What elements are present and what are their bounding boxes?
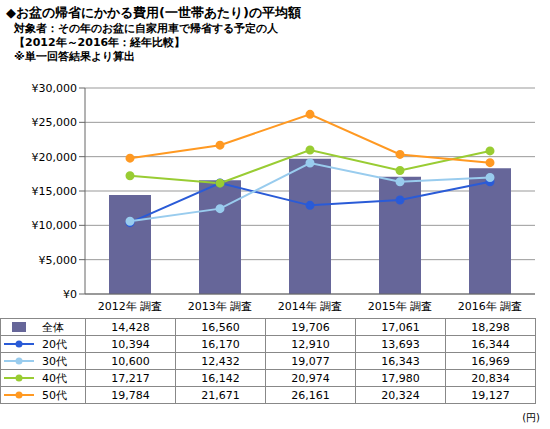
- html-text:(円): (円): [522, 412, 540, 423]
- html-text:対象者：その年のお盆に自家用車で帰省する予定の人: 対象者：その年のお盆に自家用車で帰省する予定の人: [14, 22, 278, 35]
- svg-text:¥10,000: ¥10,000: [32, 219, 78, 232]
- svg-text:¥0: ¥0: [63, 288, 77, 301]
- svg-text:2015年 調査: 2015年 調査: [368, 300, 433, 313]
- html-text:26,161: 26,161: [291, 388, 330, 402]
- svg-text:¥25,000: ¥25,000: [32, 116, 78, 129]
- html-text:20代: 20代: [42, 337, 67, 351]
- html-text:【2012年～2016年：経年比較】: 【2012年～2016年：経年比較】: [14, 36, 186, 49]
- html-text:19,784: 19,784: [111, 388, 150, 402]
- html-text:19,077: 19,077: [291, 354, 330, 368]
- html-text:16,343: 16,343: [381, 354, 420, 368]
- html-text:40代: 40代: [42, 371, 67, 385]
- html-text:16,969: 16,969: [471, 354, 510, 368]
- html-text:20,834: 20,834: [471, 371, 510, 385]
- svg-text:¥20,000: ¥20,000: [32, 151, 78, 164]
- html-text:10,600: 10,600: [111, 354, 150, 368]
- html-text:30代: 30代: [42, 354, 67, 368]
- html-text:18,298: 18,298: [471, 320, 510, 334]
- html-text:16,170: 16,170: [201, 337, 240, 351]
- html-text:21,671: 21,671: [201, 388, 240, 402]
- html-text:17,217: 17,217: [111, 371, 150, 385]
- html-text:※単一回答結果より算出: ※単一回答結果より算出: [14, 50, 135, 63]
- html-text:16,560: 16,560: [201, 320, 240, 334]
- svg-text:2012年 調査: 2012年 調査: [98, 300, 163, 313]
- html-text:14,428: 14,428: [111, 320, 150, 334]
- html-text:16,142: 16,142: [201, 371, 240, 385]
- html-text:17,061: 17,061: [381, 320, 420, 334]
- html-text:10,394: 10,394: [111, 337, 150, 351]
- svg-text:¥30,000: ¥30,000: [32, 82, 78, 95]
- html-text:19,127: 19,127: [471, 388, 510, 402]
- html-text:16,344: 16,344: [471, 337, 510, 351]
- svg-text:2016年 調査: 2016年 調査: [458, 300, 523, 313]
- svg-text:¥15,000: ¥15,000: [32, 185, 78, 198]
- html-text:17,980: 17,980: [381, 371, 420, 385]
- svg-text:2014年 調査: 2014年 調査: [278, 300, 343, 313]
- html-text:20,324: 20,324: [381, 388, 420, 402]
- html-text:19,706: 19,706: [291, 320, 330, 334]
- html-text:50代: 50代: [42, 388, 67, 402]
- html-text:12,910: 12,910: [291, 337, 330, 351]
- html-text:全体: 全体: [42, 320, 64, 334]
- html-text:12,432: 12,432: [201, 354, 240, 368]
- html-text:13,693: 13,693: [381, 337, 420, 351]
- svg-text:¥5,000: ¥5,000: [39, 254, 78, 267]
- html-text:20,974: 20,974: [291, 371, 330, 385]
- html-text:◆お盆の帰省にかかる費用(一世帯あたり)の平均額: ◆お盆の帰省にかかる費用(一世帯あたり)の平均額: [6, 5, 301, 20]
- svg-text:2013年 調査: 2013年 調査: [188, 300, 253, 313]
